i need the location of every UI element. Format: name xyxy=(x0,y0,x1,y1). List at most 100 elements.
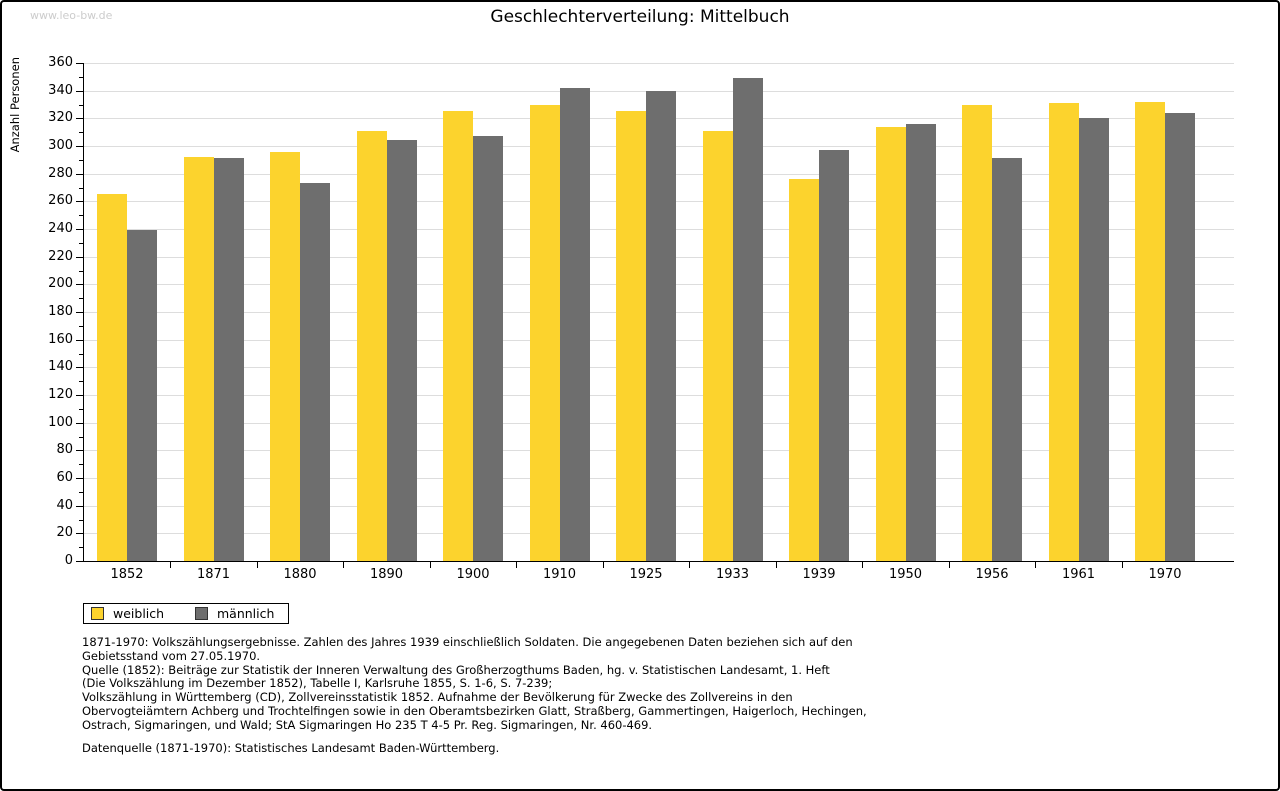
bar-männlich-1852 xyxy=(127,230,157,561)
x-axis-line xyxy=(83,561,1234,562)
y-tick-label-140: 140 xyxy=(48,359,73,375)
y-tick-label-20: 20 xyxy=(56,525,73,541)
footnote-line-5: Volkszählung in Württemberg (CD), Zollve… xyxy=(82,690,793,705)
y-tick-label-260: 260 xyxy=(48,193,73,209)
y-minor-tick-170 xyxy=(79,325,83,327)
y-minor-tick-230 xyxy=(79,242,83,244)
x-tick-sep-10 xyxy=(1035,562,1037,568)
x-tick-sep-1 xyxy=(256,562,258,568)
bar-männlich-1925 xyxy=(646,90,676,561)
bar-weiblich-1950 xyxy=(875,126,906,561)
y-minor-tick-250 xyxy=(79,215,83,217)
y-tick-220 xyxy=(76,256,83,258)
y-tick-label-100: 100 xyxy=(48,414,73,430)
x-tick-label-1900: 1900 xyxy=(456,567,490,582)
footer: 1871-1970: Volkszählungsergebnisse. Zahl… xyxy=(82,635,1222,755)
y-minor-tick-70 xyxy=(79,464,83,466)
x-tick-sep-3 xyxy=(429,562,431,568)
y-tick-label-320: 320 xyxy=(48,110,73,126)
y-minor-tick-310 xyxy=(79,132,83,134)
y-tick-label-280: 280 xyxy=(48,165,73,181)
bar-männlich-1890 xyxy=(386,140,417,561)
x-tick-sep-11 xyxy=(1121,562,1123,568)
y-tick-40 xyxy=(76,505,83,507)
bar-männlich-1933 xyxy=(732,78,763,561)
y-minor-tick-10 xyxy=(79,547,83,549)
bar-männlich-1900 xyxy=(473,136,503,561)
x-tick-sep-2 xyxy=(343,562,345,568)
bar-weiblich-1970 xyxy=(1135,101,1165,561)
x-tick-label-1970: 1970 xyxy=(1148,567,1182,582)
x-tick-label-1939: 1939 xyxy=(802,567,836,582)
watermark: www.leo-bw.de xyxy=(30,9,113,22)
bar-weiblich-1933 xyxy=(702,130,733,561)
x-tick-label-1933: 1933 xyxy=(715,567,750,582)
y-tick-320 xyxy=(76,118,83,120)
y-minor-tick-290 xyxy=(79,159,83,161)
y-tick-20 xyxy=(76,533,83,535)
bar-männlich-1970 xyxy=(1165,112,1195,561)
x-tick-label-1890: 1890 xyxy=(369,567,404,582)
y-minor-tick-130 xyxy=(79,381,83,383)
x-tick-label-1880: 1880 xyxy=(283,567,317,582)
y-tick-label-180: 180 xyxy=(48,304,73,319)
x-tick-sep-8 xyxy=(862,562,864,568)
bar-weiblich-1852 xyxy=(97,194,127,561)
bar-männlich-1939 xyxy=(819,150,849,561)
y-tick-200 xyxy=(76,284,83,286)
y-tick-label-360: 360 xyxy=(48,55,73,70)
y-tick-140 xyxy=(76,367,83,369)
y-minor-tick-210 xyxy=(79,270,83,272)
x-tick-label-1871: 1871 xyxy=(196,567,231,582)
x-tick-sep-9 xyxy=(948,562,950,568)
y-tick-label-220: 220 xyxy=(48,248,73,264)
footnote-line-4: (Die Volkszählung im Dezember 1852), Tab… xyxy=(82,676,553,691)
y-tick-label-340: 340 xyxy=(48,82,73,98)
legend: weiblich männlich xyxy=(83,603,289,624)
y-tick-240 xyxy=(76,229,83,230)
y-tick-label-240: 240 xyxy=(48,221,73,236)
x-tick-label-1956: 1956 xyxy=(975,567,1009,582)
bar-weiblich-1956 xyxy=(962,104,992,561)
y-minor-tick-50 xyxy=(79,491,83,493)
y-minor-tick-150 xyxy=(79,353,83,355)
y-minor-tick-90 xyxy=(79,436,83,438)
y-tick-0 xyxy=(76,561,83,562)
y-tick-360 xyxy=(76,63,83,64)
bar-weiblich-1939 xyxy=(789,179,819,561)
bar-weiblich-1880 xyxy=(270,151,300,561)
x-tick-label-1852: 1852 xyxy=(110,567,144,582)
bar-weiblich-1900 xyxy=(443,111,473,561)
x-tick-sep-5 xyxy=(602,562,604,568)
footnote-line-3: Quelle (1852): Beiträge zur Statistik de… xyxy=(82,662,830,677)
legend-swatch-weiblich xyxy=(91,607,104,620)
y-tick-label-300: 300 xyxy=(48,138,73,153)
footnote-line-1: 1871-1970: Volkszählungsergebnisse. Zahl… xyxy=(82,635,853,649)
bar-männlich-1871 xyxy=(213,158,244,561)
y-tick-160 xyxy=(76,339,83,341)
legend-label-maennlich: männlich xyxy=(217,606,275,621)
y-tick-80 xyxy=(76,450,83,452)
gridline-360 xyxy=(84,63,1234,64)
legend-item-weiblich: weiblich xyxy=(91,604,164,623)
bar-männlich-1910 xyxy=(559,87,590,561)
x-tick-sep-7 xyxy=(775,562,777,568)
bar-weiblich-1871 xyxy=(183,157,214,561)
y-minor-tick-350 xyxy=(79,76,83,78)
x-tick-sep-0 xyxy=(170,562,172,568)
legend-swatch-maennlich xyxy=(195,607,208,620)
footer-source: Datenquelle (1871-1970): Statistisches L… xyxy=(82,740,500,755)
y-minor-tick-330 xyxy=(79,104,83,106)
legend-label-weiblich: weiblich xyxy=(113,606,165,621)
y-tick-340 xyxy=(76,90,83,92)
bar-weiblich-1890 xyxy=(356,130,387,561)
footnotes: 1871-1970: Volkszählungsergebnisse. Zahl… xyxy=(82,635,1222,733)
y-tick-100 xyxy=(76,422,83,424)
y-tick-180 xyxy=(76,312,83,313)
x-tick-label-1950: 1950 xyxy=(888,567,923,582)
y-minor-tick-190 xyxy=(79,298,83,300)
y-minor-tick-270 xyxy=(79,187,83,189)
x-tick-sep-6 xyxy=(689,562,691,568)
